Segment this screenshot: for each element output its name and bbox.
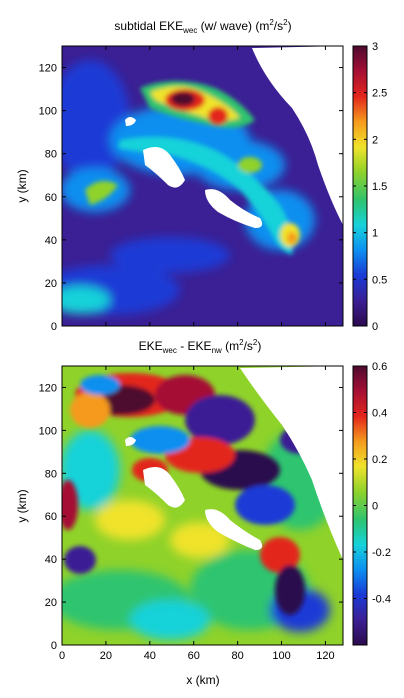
colorbar-tick-label: 2 <box>372 134 378 146</box>
x-tick-label: 80 <box>232 650 244 662</box>
panel2-heatmap <box>62 366 343 645</box>
colorbar-tick-label: 1 <box>372 228 378 240</box>
panel2-xlabel: x (km) <box>186 673 219 687</box>
colorbar-tick-label: 0 <box>372 501 378 513</box>
panel2-axes-frame <box>61 365 344 646</box>
colorbar-tick-label: -0.2 <box>372 547 391 559</box>
x-tick-label: 60 <box>188 650 200 662</box>
y-tick-label: 20 <box>45 278 57 290</box>
colorbar-tick-label: 0.6 <box>372 361 387 373</box>
y-tick-label: 80 <box>45 149 57 161</box>
y-tick-label: 40 <box>45 235 57 247</box>
y-tick-label: 20 <box>45 597 57 609</box>
y-tick-label: 60 <box>45 192 57 204</box>
y-tick-label: 0 <box>51 321 57 333</box>
panel2-ylabel: y (km) <box>15 489 29 522</box>
y-tick-label: 40 <box>45 554 57 566</box>
colorbar-tick-label: 0.4 <box>372 408 387 420</box>
panel2-title: EKEwec - EKEnw (m2/s2) <box>139 338 262 355</box>
x-tick-label: 0 <box>59 650 65 662</box>
panel1-axes-frame <box>61 45 344 327</box>
colorbar-tick-label: -0.4 <box>372 594 391 606</box>
panel1-title: subtidal EKEwec (w/ wave) (m2/s2) <box>114 18 291 35</box>
colorbar-tick-label: 0 <box>372 321 378 333</box>
panel2-colorbar-ticks: -0.4 -0.2 0 0.2 0.4 0.6 <box>353 361 391 606</box>
x-tick-label: 100 <box>272 650 290 662</box>
y-tick-label: 100 <box>39 106 57 118</box>
x-tick-label: 120 <box>316 650 334 662</box>
panel1-ylabel: y (km) <box>15 169 29 202</box>
x-tick-label: 20 <box>100 650 112 662</box>
x-tick-label: 40 <box>144 650 156 662</box>
y-tick-label: 80 <box>45 468 57 480</box>
y-tick-label: 120 <box>39 63 57 75</box>
colorbar-tick-label: 0.2 <box>372 454 387 466</box>
y-tick-label: 100 <box>39 425 57 437</box>
panel1-colorbar-ticks: 0 0.5 1 1.5 2 2.5 3 <box>353 41 387 333</box>
colorbar-tick-label: 1.5 <box>372 181 387 193</box>
colorbar-tick-label: 3 <box>372 41 378 53</box>
colorbar-tick-label: 2.5 <box>372 88 387 100</box>
panel1-ticks: 0 20 40 60 80 100 120 <box>39 46 343 333</box>
y-tick-label: 60 <box>45 511 57 523</box>
y-tick-label: 0 <box>51 640 57 652</box>
y-tick-label: 120 <box>39 382 57 394</box>
panel2-ticks: 0 20 40 60 80 100 120 0 20 40 60 80 100 120 <box>39 366 343 662</box>
panel1-heatmap <box>62 46 343 326</box>
colorbar-tick-label: 0.5 <box>372 274 387 286</box>
